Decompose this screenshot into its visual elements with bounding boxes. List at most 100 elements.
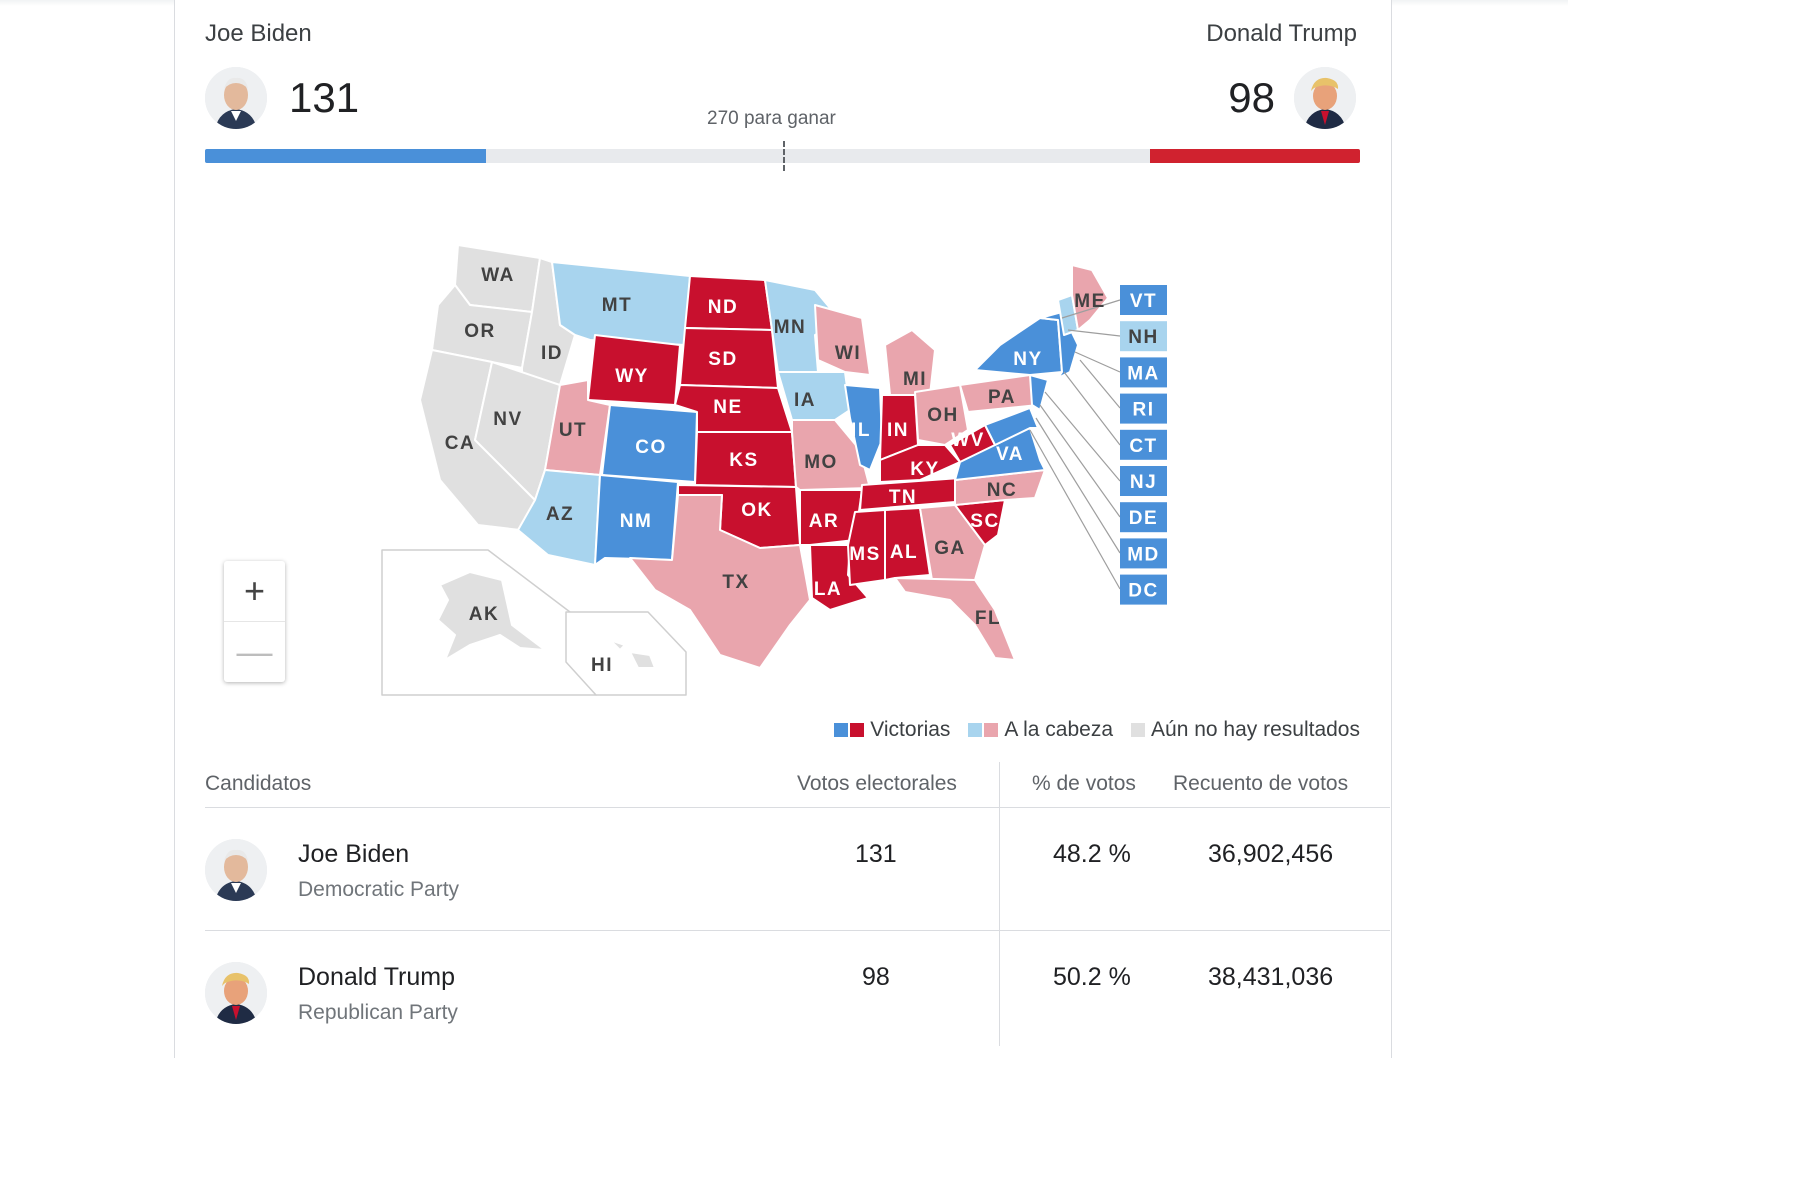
state-label-ca: CA — [445, 433, 475, 454]
state-label-oh: OH — [927, 405, 959, 426]
state-label-ms: MS — [849, 544, 881, 565]
state-label-mi: MI — [903, 369, 927, 390]
table-row-pct: 50.2 % — [1053, 963, 1131, 991]
header-candidates: Candidatos — [205, 772, 312, 795]
state-fl[interactable] — [894, 577, 1016, 661]
state-label-nm: NM — [620, 511, 653, 532]
state-label-ky: KY — [910, 459, 939, 480]
table-row-avatar — [205, 962, 267, 1024]
state-label-az: AZ — [546, 504, 574, 525]
state-label-mo: MO — [804, 452, 838, 473]
legend-leading-label: A la cabeza — [1004, 718, 1114, 741]
state-label-me: ME — [1074, 291, 1106, 312]
state-box-nj[interactable]: NJ — [1120, 466, 1167, 496]
state-il[interactable] — [844, 384, 883, 471]
state-label-wi: WI — [835, 343, 861, 364]
rep-electoral-count: 98 — [1228, 74, 1275, 121]
state-wi[interactable] — [814, 304, 871, 376]
table-row-count: 36,902,456 — [1208, 840, 1334, 868]
state-label-or: OR — [464, 321, 496, 342]
state-box-fill — [1120, 466, 1167, 496]
legend-no-results-label: Aún no hay resultados — [1151, 718, 1360, 741]
map-legend: Victorias A la cabeza Aún no hay resulta… — [834, 717, 1360, 743]
to-win-label: 270 para ganar — [707, 108, 836, 129]
rep-candidate-name: Donald Trump — [1206, 20, 1357, 47]
state-mn[interactable] — [764, 279, 841, 373]
legend-wins-label: Victorias — [870, 718, 951, 741]
state-label-wv: WV — [951, 430, 985, 451]
state-label-al: AL — [890, 542, 918, 563]
state-box-label: CT — [1129, 436, 1157, 457]
header-vote-percent: % de votos — [1032, 772, 1136, 795]
dem-electoral-count: 131 — [289, 74, 360, 121]
state-ak[interactable] — [437, 571, 546, 661]
rep-avatar — [1294, 67, 1356, 129]
state-label-nc: NC — [987, 480, 1017, 501]
state-box-ct[interactable]: CT — [1120, 429, 1167, 460]
state-box-label: VT — [1130, 291, 1157, 312]
table-row-avatar — [205, 839, 267, 901]
state-box-fill — [1120, 502, 1167, 533]
state-ar[interactable] — [799, 489, 863, 546]
state-label-hi: HI — [591, 655, 613, 676]
table-row-name[interactable]: Joe Biden — [298, 840, 410, 868]
dem-lead-swatch — [968, 723, 983, 737]
state-box-md[interactable]: MD — [1120, 538, 1167, 569]
state-label-il: IL — [851, 420, 871, 441]
state-oh[interactable] — [914, 384, 969, 446]
state-ms[interactable] — [847, 509, 886, 586]
state-box-ma[interactable]: MA — [1120, 357, 1167, 388]
state-box-fill — [1120, 285, 1167, 315]
trump-portrait-icon — [205, 962, 267, 1024]
state-label-ok: OK — [741, 500, 773, 521]
state-box-vt[interactable]: VT — [1120, 285, 1167, 315]
table-row-electoral: 98 — [862, 963, 890, 991]
table-row-electoral: 131 — [855, 840, 897, 868]
state-label-tx: TX — [722, 572, 749, 593]
state-hi[interactable] — [609, 639, 656, 669]
state-label-ks: KS — [729, 450, 758, 471]
state-box-fill — [1120, 574, 1167, 605]
biden-portrait-icon — [205, 839, 267, 901]
state-mi[interactable] — [884, 329, 936, 396]
legend-wins: Victorias — [834, 718, 950, 742]
table-row-name[interactable]: Donald Trump — [298, 963, 456, 991]
state-box-de[interactable]: DE — [1120, 502, 1167, 533]
header-vote-count: Recuento de votos — [1173, 772, 1349, 795]
dem-win-swatch — [834, 723, 849, 737]
state-ia[interactable] — [777, 371, 851, 421]
table-row-pct: 48.2 % — [1053, 840, 1131, 868]
northeast-leader-lines — [1029, 299, 1121, 590]
table-column-divider — [999, 762, 1000, 1046]
threshold-marker — [783, 141, 785, 171]
zoom-in-button[interactable]: + — [243, 570, 266, 611]
state-label-wy: WY — [615, 366, 649, 387]
header-electoral-votes: Votos electorales — [797, 772, 957, 795]
state-box-label: DC — [1128, 581, 1158, 602]
state-box-nh[interactable]: NH — [1120, 321, 1167, 352]
state-me[interactable] — [1071, 264, 1109, 331]
state-label-nv: NV — [493, 409, 522, 430]
state-box-fill — [1120, 393, 1167, 424]
state-label-tn: TN — [889, 487, 917, 508]
state-box-fill — [1120, 538, 1167, 569]
state-box-label: MA — [1127, 363, 1160, 384]
state-box-label: NJ — [1130, 472, 1157, 493]
state-label-va: VA — [996, 444, 1024, 465]
state-label-co: CO — [635, 437, 667, 458]
state-label-fl: FL — [975, 608, 1001, 629]
electoral-map: VT NH MA RI CT NJ DE MD DC WA OR CA ID NV MT WY UT AZ CO N… — [381, 244, 1167, 696]
state-label-la: LA — [814, 579, 842, 600]
zoom-control: + — — [224, 561, 285, 682]
state-al[interactable] — [884, 507, 931, 581]
rep-win-swatch — [850, 723, 865, 737]
table-row-party: Republican Party — [298, 1001, 458, 1024]
state-label-ne: NE — [713, 397, 742, 418]
dem-candidate-name: Joe Biden — [205, 20, 312, 47]
state-tx[interactable] — [629, 494, 811, 669]
state-box-dc[interactable]: DC — [1120, 574, 1167, 605]
rep-progress-fill — [1149, 149, 1360, 163]
state-box-ri[interactable]: RI — [1120, 393, 1167, 424]
state-label-ga: GA — [934, 538, 966, 559]
zoom-out-button[interactable]: — — [224, 621, 285, 682]
